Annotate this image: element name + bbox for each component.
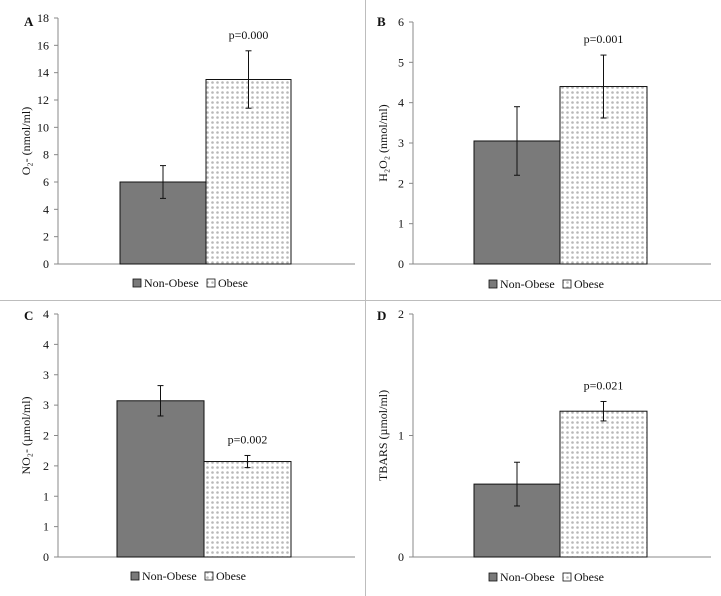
y-tick-label: 2	[398, 176, 404, 190]
panel-label: D	[377, 308, 386, 323]
chart-panel-b: B 0 1 2 3 4 5 6 H₂O₂ (nmol/ml) p=0.001 Non-Obese Ob…	[376, 14, 711, 291]
y-tick-label: 6	[43, 175, 49, 189]
legend-swatch-non-obese	[488, 572, 498, 582]
chart-panel-c: C 0 1 1 2 2 3 3 4 4 NO₂- (µmol/ml) p=0.002 Non-Obese…	[19, 307, 355, 583]
y-tick-label: 18	[37, 11, 49, 25]
p-value-annotation: p=0.000	[229, 28, 269, 42]
y-tick-label: 4	[43, 337, 49, 351]
bar-obese	[205, 79, 292, 265]
legend-label-obese: Obese	[574, 277, 604, 291]
y-tick-label: 0	[398, 550, 404, 564]
y-axis-title: O₂- (nmol/ml)	[19, 107, 33, 176]
y-tick-label: 3	[398, 136, 404, 150]
y-tick-label: 1	[43, 489, 49, 503]
chart-panel-a: A 0 2 4 6 8 10 12 14 16 18 O₂- (nmol/ml) p=0.000 Non-…	[19, 11, 355, 290]
y-tick-label: 1	[398, 429, 404, 443]
y-axis-title: H₂O₂ (nmol/ml)	[376, 104, 390, 181]
chart-panel-d: D 0 1 2 TBARS (µmol/ml) p=0.021 Non-Obese Obese	[376, 307, 711, 584]
y-tick-label: 3	[43, 368, 49, 382]
y-tick-label: 10	[37, 120, 49, 134]
y-tick-label: 1	[43, 520, 49, 534]
panel-label: A	[24, 14, 34, 29]
legend-label-non-obese: Non-Obese	[144, 276, 199, 290]
legend-swatch-obese	[204, 571, 214, 581]
legend-swatch-obese	[562, 572, 572, 582]
vertical-divider	[365, 0, 366, 596]
legend-label-non-obese: Non-Obese	[500, 570, 555, 584]
p-value-annotation: p=0.002	[228, 432, 268, 446]
y-tick-label: 5	[398, 55, 404, 69]
legend-label-obese: Obese	[574, 570, 604, 584]
legend-swatch-non-obese	[130, 571, 140, 581]
legend-label-non-obese: Non-Obese	[500, 277, 555, 291]
legend-label-non-obese: Non-Obese	[142, 569, 197, 583]
y-tick-label: 14	[37, 66, 49, 80]
y-tick-label: 6	[398, 15, 404, 29]
y-tick-label: 3	[43, 398, 49, 412]
y-tick-label: 0	[398, 257, 404, 271]
legend-swatch-non-obese	[132, 278, 142, 288]
p-value-annotation: p=0.021	[584, 378, 624, 392]
y-tick-label: 12	[37, 93, 49, 107]
bar-obese	[203, 461, 292, 558]
y-tick-label: 8	[43, 148, 49, 162]
y-tick-label: 2	[43, 459, 49, 473]
horizontal-divider	[0, 300, 721, 301]
y-tick-label: 2	[43, 429, 49, 443]
p-value-annotation: p=0.001	[584, 32, 624, 46]
y-tick-label: 4	[43, 307, 49, 321]
legend-swatch-non-obese	[488, 279, 498, 289]
legend-swatch-obese	[206, 278, 216, 288]
y-tick-label: 16	[37, 38, 49, 52]
y-tick-label: 1	[398, 217, 404, 231]
legend-label-obese: Obese	[216, 569, 246, 583]
y-axis-title: TBARS (µmol/ml)	[376, 390, 390, 481]
y-tick-label: 2	[43, 230, 49, 244]
legend-label-obese: Obese	[218, 276, 248, 290]
bar-non-obese	[116, 400, 205, 558]
y-axis-title: NO₂- (µmol/ml)	[19, 396, 33, 474]
bar-obese	[559, 410, 648, 558]
y-tick-label: 0	[43, 550, 49, 564]
y-tick-label: 2	[398, 307, 404, 321]
y-tick-label: 4	[43, 202, 49, 216]
y-tick-label: 4	[398, 96, 404, 110]
panel-label: C	[24, 308, 33, 323]
y-tick-label: 0	[43, 257, 49, 271]
legend-swatch-obese	[562, 279, 572, 289]
panel-label: B	[377, 14, 386, 29]
